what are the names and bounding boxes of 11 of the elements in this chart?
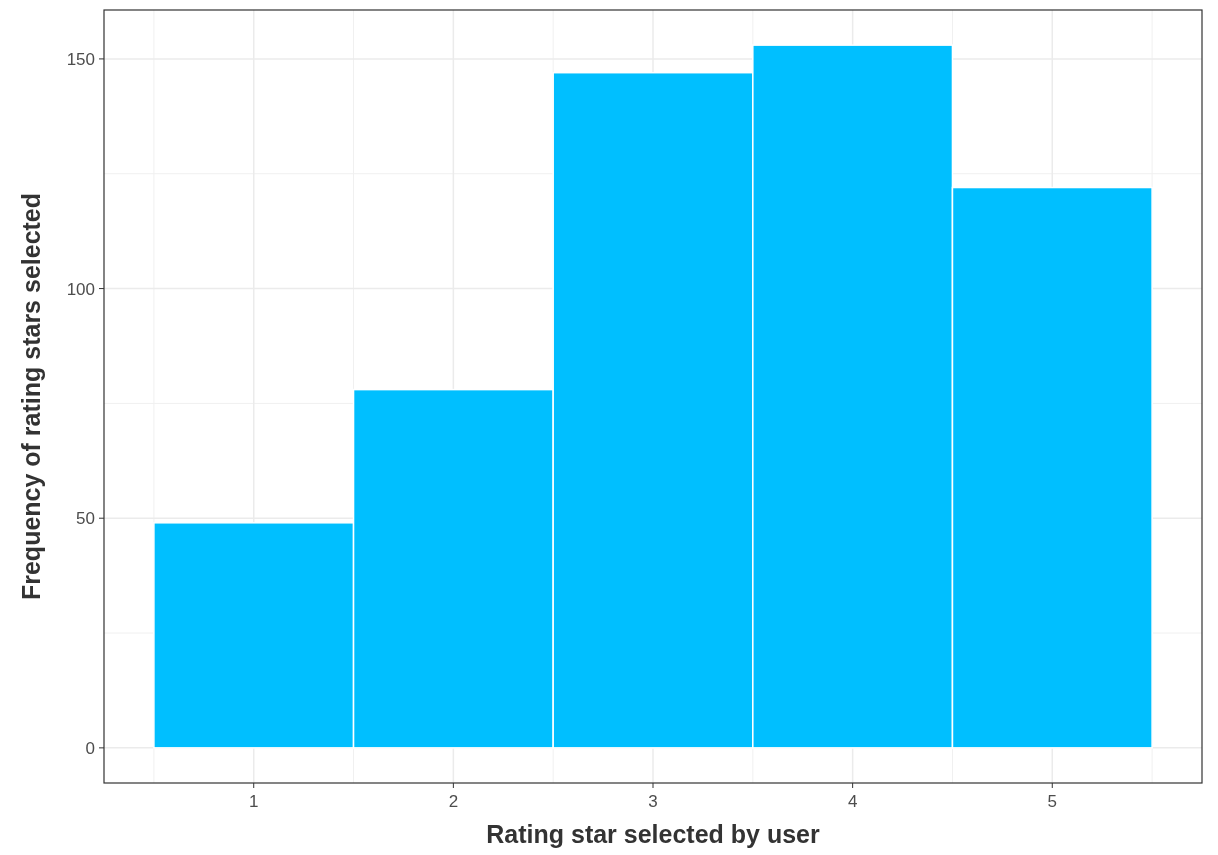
x-tick-label: 5 — [1047, 792, 1058, 811]
x-tick-label: 2 — [448, 792, 459, 811]
y-tick-label: 100 — [66, 279, 95, 299]
x-tick-label: 1 — [248, 792, 259, 811]
x-tick-label: 3 — [648, 792, 658, 811]
y-axis-title: Frequency of rating stars selected — [17, 192, 45, 601]
x-axis-title: Rating star selected by user — [486, 820, 820, 848]
x-tick-label: 4 — [847, 792, 858, 811]
y-tick-label: 0 — [85, 738, 95, 758]
y-tick-label: 50 — [76, 509, 95, 529]
y-tick-label: 150 — [66, 49, 95, 69]
